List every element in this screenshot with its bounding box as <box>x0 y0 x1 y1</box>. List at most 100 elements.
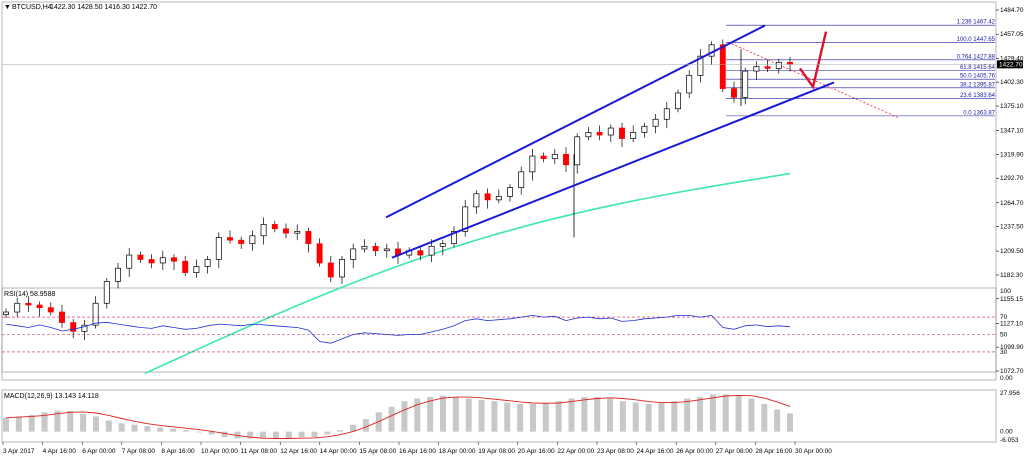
price-tick-label: 1155.15 <box>1000 296 1023 303</box>
macd-bar <box>697 397 704 432</box>
price-tick-label: 1375.10 <box>1000 103 1024 110</box>
time-tick-label: 7 Apr 08:00 <box>122 448 156 455</box>
macd-bar <box>311 431 318 438</box>
candle-body <box>686 75 693 94</box>
macd-bar <box>645 403 652 432</box>
macd-bar <box>594 397 601 432</box>
current-price-label: 1422.70 <box>999 62 1023 69</box>
price-tick-label: 1237.50 <box>1000 224 1024 231</box>
macd-signal-line <box>5 394 791 439</box>
dropdown-arrow-icon[interactable]: ▼ <box>4 4 11 11</box>
macd-bar <box>182 430 189 432</box>
macd-bar <box>607 398 614 432</box>
macd-bar <box>517 403 524 432</box>
price-tick-label: 1429.40 <box>1000 55 1024 62</box>
macd-indicator: 27.956 0.00-6.053 <box>3 390 1020 444</box>
macd-bar <box>439 395 446 432</box>
price-tick-label: 1347.10 <box>1000 128 1024 135</box>
candle-body <box>641 125 648 133</box>
candle-body <box>92 302 99 326</box>
candle-body <box>697 55 704 76</box>
time-tick-label: 3 Apr 2017 <box>3 448 35 455</box>
time-tick-label: 14 Apr 00:00 <box>320 448 357 455</box>
candle-body <box>428 245 435 256</box>
fib-level-label: 1.236 1467.42 <box>957 20 996 26</box>
macd-bar <box>427 397 434 432</box>
time-tick-label: 28 Apr 16:00 <box>755 448 792 455</box>
macd-bar <box>581 397 588 432</box>
channel-upper-line <box>385 24 766 219</box>
time-tick-label: 22 Apr 00:00 <box>557 448 594 455</box>
time-tick-label: 12 Apr 16:00 <box>280 448 317 455</box>
candle-body <box>103 281 110 304</box>
price-tick-label: 1264.70 <box>1000 200 1024 207</box>
rsi-line <box>5 314 791 344</box>
macd-bar <box>247 431 254 439</box>
time-tick-label: 26 Apr 00:00 <box>676 448 713 455</box>
macd-bar <box>118 423 125 432</box>
candle-body <box>495 196 502 201</box>
price-tick-label: 1127.10 <box>1000 320 1023 327</box>
rsi-tick-label: 0.00 <box>1000 375 1013 382</box>
candle-body <box>3 311 9 316</box>
macd-bar <box>92 416 99 432</box>
candle-body <box>294 231 301 234</box>
macd-bar <box>324 431 331 435</box>
time-tick-label: 20 Apr 16:00 <box>518 448 555 455</box>
fib-level-label: 38.2 1395.87 <box>960 82 996 88</box>
candle-body <box>14 302 21 313</box>
macd-bar <box>632 402 639 432</box>
candle-body <box>204 259 211 267</box>
candle-body <box>551 153 558 160</box>
candle-body <box>764 66 771 69</box>
candle-body <box>529 155 536 173</box>
rsi-panel <box>1 287 997 381</box>
price-axis: 1484.70 1457.05 1429.40 1402.30 1375.10 1347.… <box>2 7 1024 375</box>
candle-body <box>652 118 659 127</box>
time-tick-label: 23 Apr 08:00 <box>597 448 634 455</box>
candle-body <box>159 257 166 264</box>
candle-body <box>350 248 357 260</box>
candle-body <box>719 44 726 89</box>
fib-level-label: 23.6 1383.64 <box>960 93 996 99</box>
candle-body <box>372 245 379 252</box>
candle-body <box>585 132 592 138</box>
candle-body <box>227 237 233 241</box>
fib-level-label: 50.0 1405.76 <box>960 74 996 80</box>
macd-bar <box>401 401 408 432</box>
macd-bar <box>491 401 498 432</box>
candle-body <box>260 224 267 237</box>
macd-bar <box>54 410 61 432</box>
time-tick-label: 30 Apr 00:00 <box>795 448 832 455</box>
candle-body <box>383 248 390 252</box>
macd-bar <box>722 394 729 432</box>
macd-bar <box>28 415 35 432</box>
macd-bar <box>272 431 279 439</box>
candle-body <box>115 267 121 282</box>
candle-body <box>36 304 43 308</box>
forecast-arrow-line <box>799 31 828 90</box>
moving-average-line <box>144 172 791 375</box>
candle-body <box>753 66 760 72</box>
candle-body <box>148 259 155 264</box>
fib-level-label: 100.0 1447.65 <box>957 37 996 43</box>
macd-bar <box>221 431 228 438</box>
macd-bar <box>761 403 768 432</box>
candle-body <box>462 206 469 232</box>
time-tick-label: 6 Apr 00:00 <box>82 448 116 455</box>
macd-bar <box>735 395 742 432</box>
candle-body <box>596 132 603 136</box>
candle-body <box>439 243 446 247</box>
macd-bar <box>619 401 626 432</box>
candle-body <box>518 171 525 188</box>
main-panel <box>1 1 997 373</box>
time-tick-label: 18 Apr 00:00 <box>439 448 476 455</box>
candle-body <box>126 254 133 269</box>
macd-bar <box>748 398 755 432</box>
moving-average <box>144 172 791 375</box>
candle-body <box>619 127 625 139</box>
channel-lower-line <box>391 81 835 259</box>
time-tick-label: 8 Apr 16:00 <box>161 448 195 455</box>
rsi-tick-label: 50 <box>1000 332 1008 339</box>
